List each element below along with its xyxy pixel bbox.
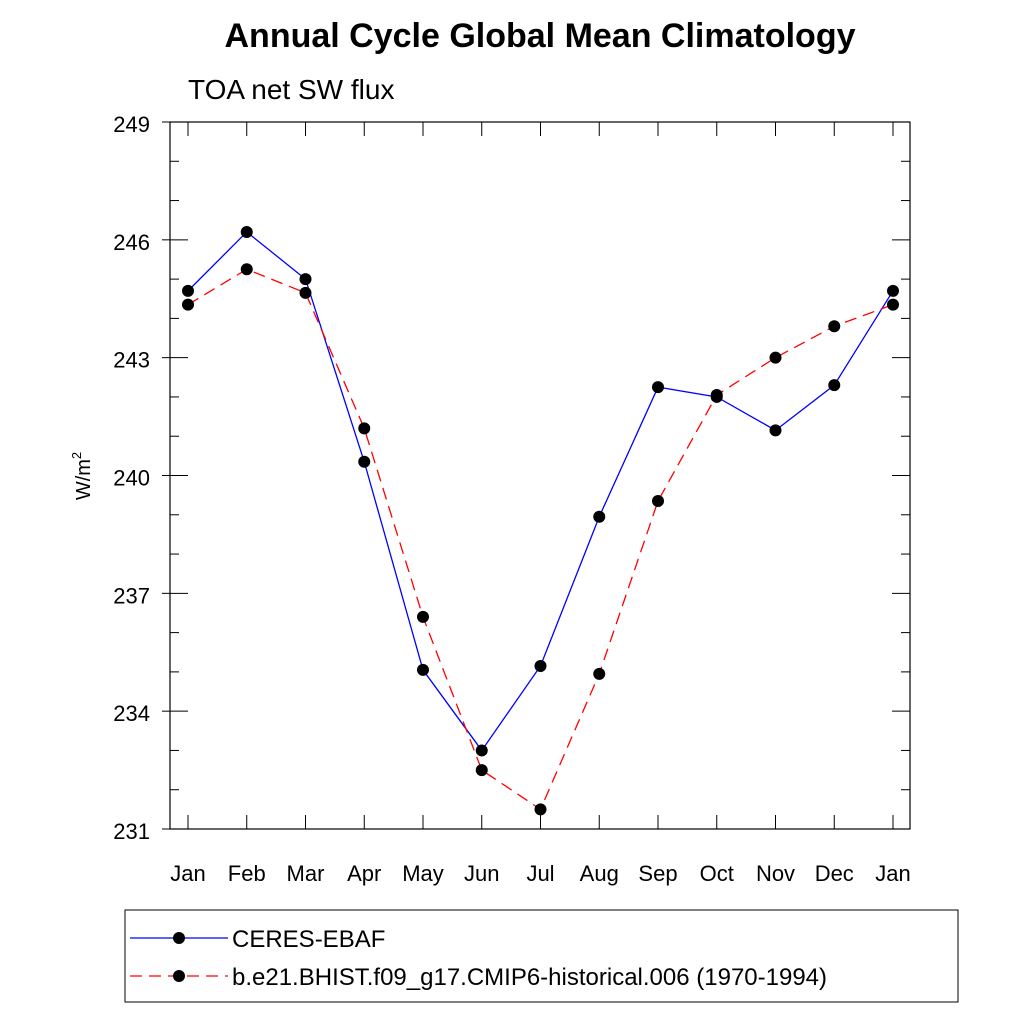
y-tick-label: 237 — [113, 583, 150, 608]
data-point-series-2 — [182, 298, 194, 311]
data-point-series-2 — [358, 422, 371, 435]
x-tick-label: Jan — [170, 861, 205, 886]
y-tick-label: 246 — [113, 230, 150, 255]
x-tick-label: Sep — [638, 861, 677, 886]
data-point-series-1 — [299, 273, 312, 286]
plot-frame — [169, 121, 911, 830]
y-tick-label: 234 — [113, 701, 150, 726]
x-tick-label: Feb — [228, 861, 266, 886]
data-point-series-2 — [240, 263, 253, 276]
legend: CERES-EBAF b.e21.BHIST.f09_g17.CMIP6-hist… — [124, 909, 959, 1003]
data-point-series-2 — [417, 610, 429, 623]
x-axis: Jan Feb Mar Apr May Jun Jul Aug Sep Oct Nov Dec Jan — [170, 122, 911, 886]
y-tick-label: 249 — [113, 112, 150, 137]
legend-label-1: CERES-EBAF — [232, 926, 385, 953]
series-lines — [187, 231, 894, 811]
legend-marker-2 — [173, 970, 185, 982]
data-point-series-2 — [475, 764, 488, 777]
chart-title: Annual Cycle Global Mean Climatology — [225, 17, 856, 55]
data-point-series-1 — [652, 381, 664, 394]
data-point-series-1 — [358, 455, 371, 468]
y-tick-label: 243 — [113, 348, 150, 373]
y-tick-label: 231 — [113, 819, 150, 844]
data-point-series-1 — [475, 744, 488, 757]
x-tick-label: Apr — [347, 861, 381, 886]
data-point-series-2 — [887, 298, 899, 311]
y-axis-label-text: W/m — [73, 459, 95, 500]
x-tick-label: Dec — [815, 861, 854, 886]
data-point-series-1 — [240, 225, 253, 238]
data-point-series-1 — [887, 284, 899, 297]
y-axis: 231 234 237 240 243 246 249 — [113, 112, 910, 844]
x-tick-label: Nov — [756, 861, 795, 886]
chart-subtitle: TOA net SW flux — [188, 74, 394, 105]
x-tick-label: Jan — [875, 861, 910, 886]
series-line-2 — [187, 268, 894, 811]
y-axis-label: W/m2 — [69, 452, 95, 500]
legend-label-2: b.e21.BHIST.f09_g17.CMIP6-historical.006… — [232, 964, 827, 991]
plot-area: Jan Feb Mar Apr May Jun Jul Aug Sep Oct Nov Dec Jan … — [113, 112, 910, 886]
x-tick-label: Oct — [700, 861, 734, 886]
x-tick-label: May — [402, 861, 444, 886]
data-point-series-2 — [299, 286, 312, 299]
data-point-series-2 — [534, 803, 547, 816]
series-markers — [182, 225, 899, 816]
x-tick-label: Jul — [526, 861, 554, 886]
data-point-series-2 — [652, 495, 664, 508]
data-point-series-2 — [710, 388, 723, 401]
legend-box — [124, 909, 959, 1003]
y-axis-label-superscript: 2 — [69, 452, 84, 459]
data-point-series-1 — [182, 284, 194, 297]
legend-marker-1 — [173, 932, 185, 944]
data-point-series-2 — [769, 351, 782, 364]
series-line-1 — [187, 231, 894, 752]
data-point-series-1 — [534, 659, 547, 672]
data-point-series-2 — [828, 320, 841, 333]
x-tick-label: Mar — [287, 861, 325, 886]
data-point-series-2 — [593, 667, 606, 680]
data-point-series-1 — [769, 424, 782, 437]
x-tick-label: Aug — [580, 861, 619, 886]
data-point-series-1 — [828, 379, 841, 392]
y-tick-label: 240 — [113, 466, 150, 491]
data-point-series-1 — [417, 663, 429, 676]
x-tick-label: Jun — [464, 861, 499, 886]
data-point-series-1 — [593, 510, 606, 523]
